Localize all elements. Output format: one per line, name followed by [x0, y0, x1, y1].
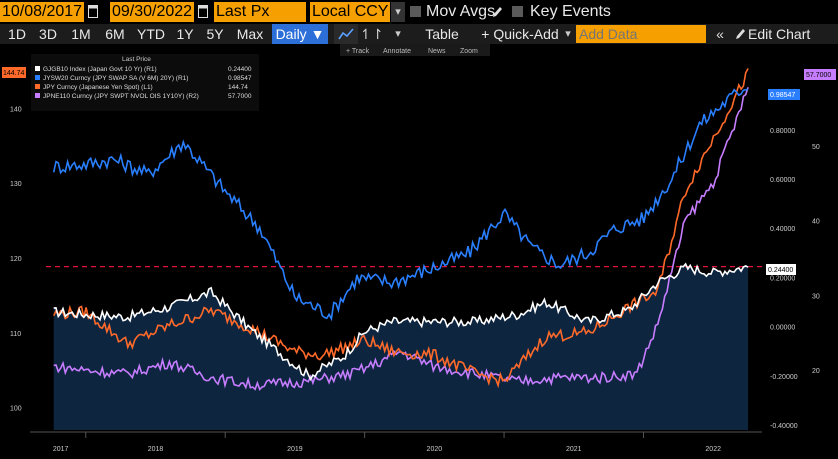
- gjgb10-last-tag: 0.24400: [768, 267, 793, 274]
- legend-swatch: [35, 93, 40, 98]
- jpne110-last-tag: 57.7000: [806, 72, 831, 79]
- legend-item-name: JPY Curncy (Japanese Yen Spot) (L1): [43, 84, 153, 91]
- left-axis-tick-label: 120: [10, 256, 22, 263]
- left-axis-tick-label: 100: [10, 406, 22, 413]
- period-3d[interactable]: 3D: [39, 26, 57, 42]
- last-value-tags: 144.74 57.7000 0.98547 0.24400: [2, 67, 836, 275]
- legend-item-value: 144.74: [228, 84, 248, 91]
- x-axis-tick-label: 2019: [287, 446, 303, 453]
- annotate-tool[interactable]: Annotate: [383, 48, 411, 55]
- right-axis-tick-label: 0.60000: [770, 177, 795, 184]
- series-jysw20-line: [52, 88, 749, 322]
- jpy-last-tag: 144.74: [3, 70, 25, 77]
- right-axis-tick-label: 0.80000: [770, 128, 795, 135]
- right-axis-tick-label: 0.40000: [770, 226, 795, 233]
- chart-type-dropdown-icon[interactable]: ▾: [395, 28, 401, 40]
- compare-icon[interactable]: ↿↾: [360, 26, 384, 42]
- legend-item-name: JPNE110 Curncy (JPY SWPT NVOL OIS 1Y10Y)…: [43, 93, 199, 100]
- zoom-tool[interactable]: Zoom: [460, 48, 478, 55]
- x-axis-tick-label: 2018: [148, 446, 164, 453]
- legend-item-name: GJGB10 Index (Japan Govt 10 Yr) (R1): [43, 66, 157, 73]
- right-axis-tick-label: 0.00000: [770, 325, 795, 332]
- period-max[interactable]: Max: [236, 26, 264, 42]
- legend-item-value: 0.24400: [228, 66, 252, 73]
- calendar-icon[interactable]: [198, 4, 208, 18]
- frequency-select[interactable]: Daily ▼: [272, 24, 328, 44]
- legend-item-value: 0.98547: [228, 75, 252, 82]
- period-1d[interactable]: 1D: [8, 26, 26, 42]
- top-toolbar: 10/08/2017 09/30/2022 Last Px Local CCY …: [0, 0, 838, 24]
- left-axis-tick-label: 130: [10, 181, 22, 188]
- right-axis-2-tick-label: 50: [812, 144, 820, 151]
- x-axis-tick-label: 2017: [53, 446, 69, 453]
- period-6m[interactable]: 6M: [105, 26, 125, 42]
- legend-header: Last Price: [122, 56, 151, 63]
- series-gjgb10-line: [53, 262, 749, 382]
- x-axis-tick-label: 2020: [427, 446, 443, 453]
- line-chart-icon[interactable]: [334, 24, 358, 44]
- right-axis-2-tick-label: 30: [812, 293, 820, 300]
- currency-select[interactable]: Local CCY: [310, 2, 390, 22]
- table-button[interactable]: Table: [425, 26, 459, 42]
- quick-add-dropdown-icon[interactable]: ▾: [565, 28, 571, 40]
- price-chart[interactable]: 100 110 120 130 140 -0.40000 -0.20000 0.00000 0…: [0, 44, 838, 459]
- x-axis-tick-label: 2022: [705, 446, 721, 453]
- left-axis-tick-label: 140: [10, 106, 22, 113]
- period-5y[interactable]: 5Y: [206, 26, 224, 42]
- legend: Last Price GJGB10 Index (Japan Govt 10 Y…: [31, 54, 259, 111]
- series-jpy-line: [52, 68, 749, 389]
- collapse-icon[interactable]: «: [716, 26, 724, 42]
- left-axis-tick-label: 110: [10, 331, 21, 338]
- right-axis-2-tick-label: 40: [812, 219, 820, 226]
- start-date-field[interactable]: 10/08/2017: [0, 2, 84, 22]
- price-field-select[interactable]: Last Px: [214, 2, 306, 22]
- calendar-icon[interactable]: [88, 4, 98, 18]
- news-tool[interactable]: News: [428, 48, 446, 55]
- edit-chart-button[interactable]: Edit Chart: [748, 26, 811, 42]
- end-date-field[interactable]: 09/30/2022: [110, 2, 194, 22]
- x-axis-tick-label: 2021: [566, 446, 582, 453]
- jysw20-last-tag: 0.98547: [770, 92, 795, 99]
- right-axis-2-tick-label: 20: [812, 368, 820, 375]
- pencil-icon[interactable]: [734, 27, 746, 41]
- period-1m[interactable]: 1M: [71, 26, 91, 42]
- right-axis: -0.40000 -0.20000 0.00000 0.20000 0.40000 0.6…: [770, 128, 820, 430]
- mov-avgs-checkbox[interactable]: [410, 6, 421, 17]
- currency-dropdown-icon[interactable]: ▾: [391, 2, 405, 22]
- key-events-checkbox[interactable]: [512, 6, 523, 17]
- chart-tools: + Track Annotate News Zoom: [340, 44, 490, 56]
- pencil-icon[interactable]: [491, 5, 503, 19]
- legend-swatch: [35, 84, 40, 89]
- legend-swatch: [35, 75, 40, 80]
- legend-item-value: 57.7000: [228, 93, 252, 100]
- track-tool[interactable]: + Track: [346, 48, 370, 55]
- right-axis-tick-label: 0.20000: [770, 275, 795, 282]
- period-1y[interactable]: 1Y: [176, 26, 194, 42]
- left-axis: 100 110 120 130 140: [10, 106, 22, 412]
- period-toolbar: 1D 3D 1M 6M YTD 1Y 5Y Max Daily ▼ ↿↾ ▾ T…: [0, 24, 838, 44]
- x-axis: 2017 2018 2019 2020 2021 2022: [30, 431, 762, 453]
- mov-avgs-label[interactable]: Mov Avgs: [426, 3, 496, 20]
- right-axis-tick-label: -0.40000: [770, 423, 798, 430]
- legend-swatch: [35, 66, 40, 71]
- quick-add-button[interactable]: + Quick-Add: [481, 26, 559, 42]
- key-events-label[interactable]: Key Events: [530, 3, 611, 20]
- right-axis-tick-label: -0.20000: [770, 374, 798, 381]
- period-ytd[interactable]: YTD: [137, 26, 165, 42]
- add-data-input[interactable]: [576, 25, 706, 43]
- legend-item-name: JYSW20 Curncy (JPY SWAP SA (V 6M) 20Y) (…: [43, 75, 188, 82]
